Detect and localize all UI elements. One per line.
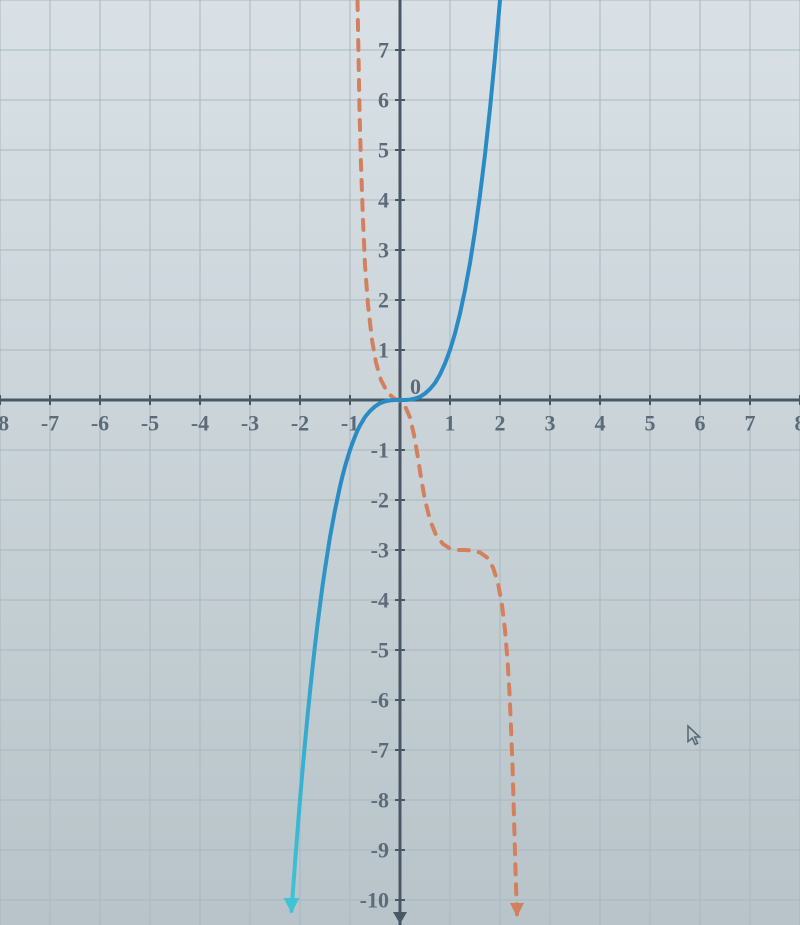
x-tick-label: 8 [795, 410, 800, 435]
x-tick-label: -8 [0, 410, 9, 435]
x-tick-label: -2 [291, 410, 309, 435]
y-tick-label: 2 [378, 288, 389, 313]
x-tick-label: 2 [495, 410, 506, 435]
x-tick-label: 4 [595, 410, 606, 435]
y-tick-label: -2 [371, 488, 389, 513]
coordinate-chart: -8 -7 -6 -5 -4 -3 -2 -1 1 2 3 4 5 6 7 8 -10 -9 -8 -7 -6 -5 -4 -… [0, 0, 800, 925]
y-tick-label: -8 [371, 788, 389, 813]
x-tick-label: 3 [545, 410, 556, 435]
x-tick-label: -5 [141, 410, 159, 435]
y-tick-label: 6 [378, 88, 389, 113]
y-tick-label: -6 [371, 688, 389, 713]
x-tick-label: 7 [745, 410, 756, 435]
chart-canvas: -8 -7 -6 -5 -4 -3 -2 -1 1 2 3 4 5 6 7 8 -10 -9 -8 -7 -6 -5 -4 -… [0, 0, 800, 925]
x-tick-label: 1 [445, 410, 456, 435]
y-tick-label: -9 [371, 838, 389, 863]
y-tick-label: -5 [371, 638, 389, 663]
x-tick-label: 6 [695, 410, 706, 435]
x-tick-label: 5 [645, 410, 656, 435]
x-tick-label: -7 [41, 410, 59, 435]
x-tick-label: -6 [91, 410, 109, 435]
y-tick-label: 3 [378, 238, 389, 263]
y-tick-label: 1 [378, 338, 389, 363]
x-tick-label: -4 [191, 410, 209, 435]
y-tick-label: -1 [371, 438, 389, 463]
y-tick-label: -7 [371, 738, 389, 763]
y-tick-label: -4 [371, 588, 389, 613]
y-tick-label: -3 [371, 538, 389, 563]
y-tick-label: 4 [378, 188, 389, 213]
y-tick-label: 5 [378, 138, 389, 163]
y-tick-label: -10 [360, 888, 389, 913]
x-tick-label: -3 [241, 410, 259, 435]
y-tick-label: 7 [378, 38, 389, 63]
